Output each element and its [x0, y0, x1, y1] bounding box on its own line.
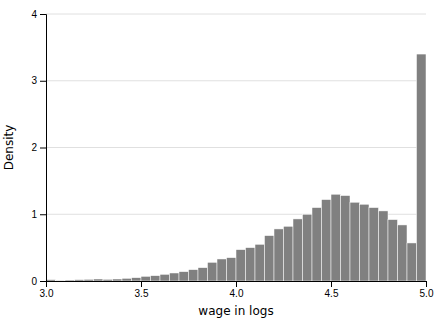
y-tick: 3	[31, 75, 46, 86]
x-tick-mark	[141, 281, 142, 287]
bar	[84, 279, 94, 281]
bar	[160, 274, 170, 281]
bar	[407, 243, 417, 281]
bar	[56, 280, 66, 281]
bar	[350, 202, 360, 281]
bar	[132, 278, 142, 281]
x-tick: 3.5	[135, 281, 149, 299]
bar	[274, 229, 284, 281]
bar	[189, 270, 199, 281]
bar	[179, 272, 189, 281]
x-tick-label: 3.0	[40, 288, 54, 299]
bar	[217, 259, 227, 281]
y-tick-mark	[40, 214, 46, 215]
bar	[331, 194, 341, 281]
x-tick-label: 4.5	[325, 288, 339, 299]
bar	[113, 279, 123, 281]
chart: 3.0 3.5 4.0 4.5 5.0 0 1 2 3 4 wage in logs Density	[0, 0, 442, 323]
plot: 3.0 3.5 4.0 4.5 5.0 0 1 2 3 4	[31, 9, 433, 299]
x-tick-mark	[236, 281, 237, 287]
y-tick-mark	[40, 81, 46, 82]
grid-line	[46, 147, 426, 148]
bar	[341, 196, 351, 281]
bar	[75, 280, 85, 281]
bar	[303, 214, 313, 281]
x-tick: 4.0	[230, 281, 244, 299]
bar	[198, 268, 208, 281]
bar	[170, 273, 180, 281]
bar	[293, 219, 303, 281]
y-tick-label: 3	[31, 75, 37, 86]
bar	[360, 204, 370, 281]
bar	[246, 248, 256, 281]
x-tick-mark	[426, 281, 427, 287]
bars	[46, 54, 426, 281]
x-tick-label: 5.0	[420, 288, 434, 299]
bar	[312, 208, 322, 281]
bar	[417, 54, 427, 281]
y-tick: 0	[31, 276, 46, 287]
bar	[208, 262, 218, 281]
x-tick-mark	[331, 281, 332, 287]
y-tick-label: 4	[31, 9, 37, 20]
x-axis: 3.0 3.5 4.0 4.5 5.0	[40, 281, 434, 299]
y-axis-title: Density	[2, 125, 16, 171]
y-tick-label: 2	[31, 142, 37, 153]
x-tick: 4.5	[325, 281, 339, 299]
y-tick-mark	[40, 281, 46, 282]
bar	[284, 226, 294, 281]
bar	[227, 258, 237, 281]
bar	[94, 279, 104, 281]
y-tick: 4	[31, 9, 46, 20]
y-axis: 0 1 2 3 4	[31, 9, 46, 287]
x-tick-label: 3.5	[135, 288, 149, 299]
y-tick-label: 1	[31, 209, 37, 220]
y-axis-line	[40, 15, 47, 282]
y-tick-mark	[40, 14, 46, 15]
bar	[141, 276, 151, 281]
bar	[46, 280, 56, 281]
bar	[255, 244, 265, 281]
bar	[379, 211, 389, 281]
bar	[322, 200, 332, 281]
grid-line	[46, 80, 426, 81]
bar	[151, 276, 161, 281]
bar	[388, 220, 398, 281]
bar	[65, 280, 75, 281]
bar	[122, 278, 132, 281]
bar	[398, 225, 408, 281]
grid-line	[46, 14, 426, 15]
bar	[103, 279, 113, 281]
bar	[236, 250, 246, 281]
x-axis-line	[47, 282, 427, 288]
x-tick: 3.0	[40, 281, 54, 299]
bar	[369, 208, 379, 281]
x-axis-title: wage in logs	[198, 304, 273, 318]
y-tick: 1	[31, 209, 46, 220]
bar	[265, 236, 275, 281]
grid	[46, 14, 426, 281]
y-tick-mark	[40, 148, 46, 149]
y-tick: 2	[31, 142, 46, 153]
x-tick-label: 4.0	[230, 288, 244, 299]
x-tick: 5.0	[420, 281, 434, 299]
y-tick-label: 0	[31, 276, 37, 287]
